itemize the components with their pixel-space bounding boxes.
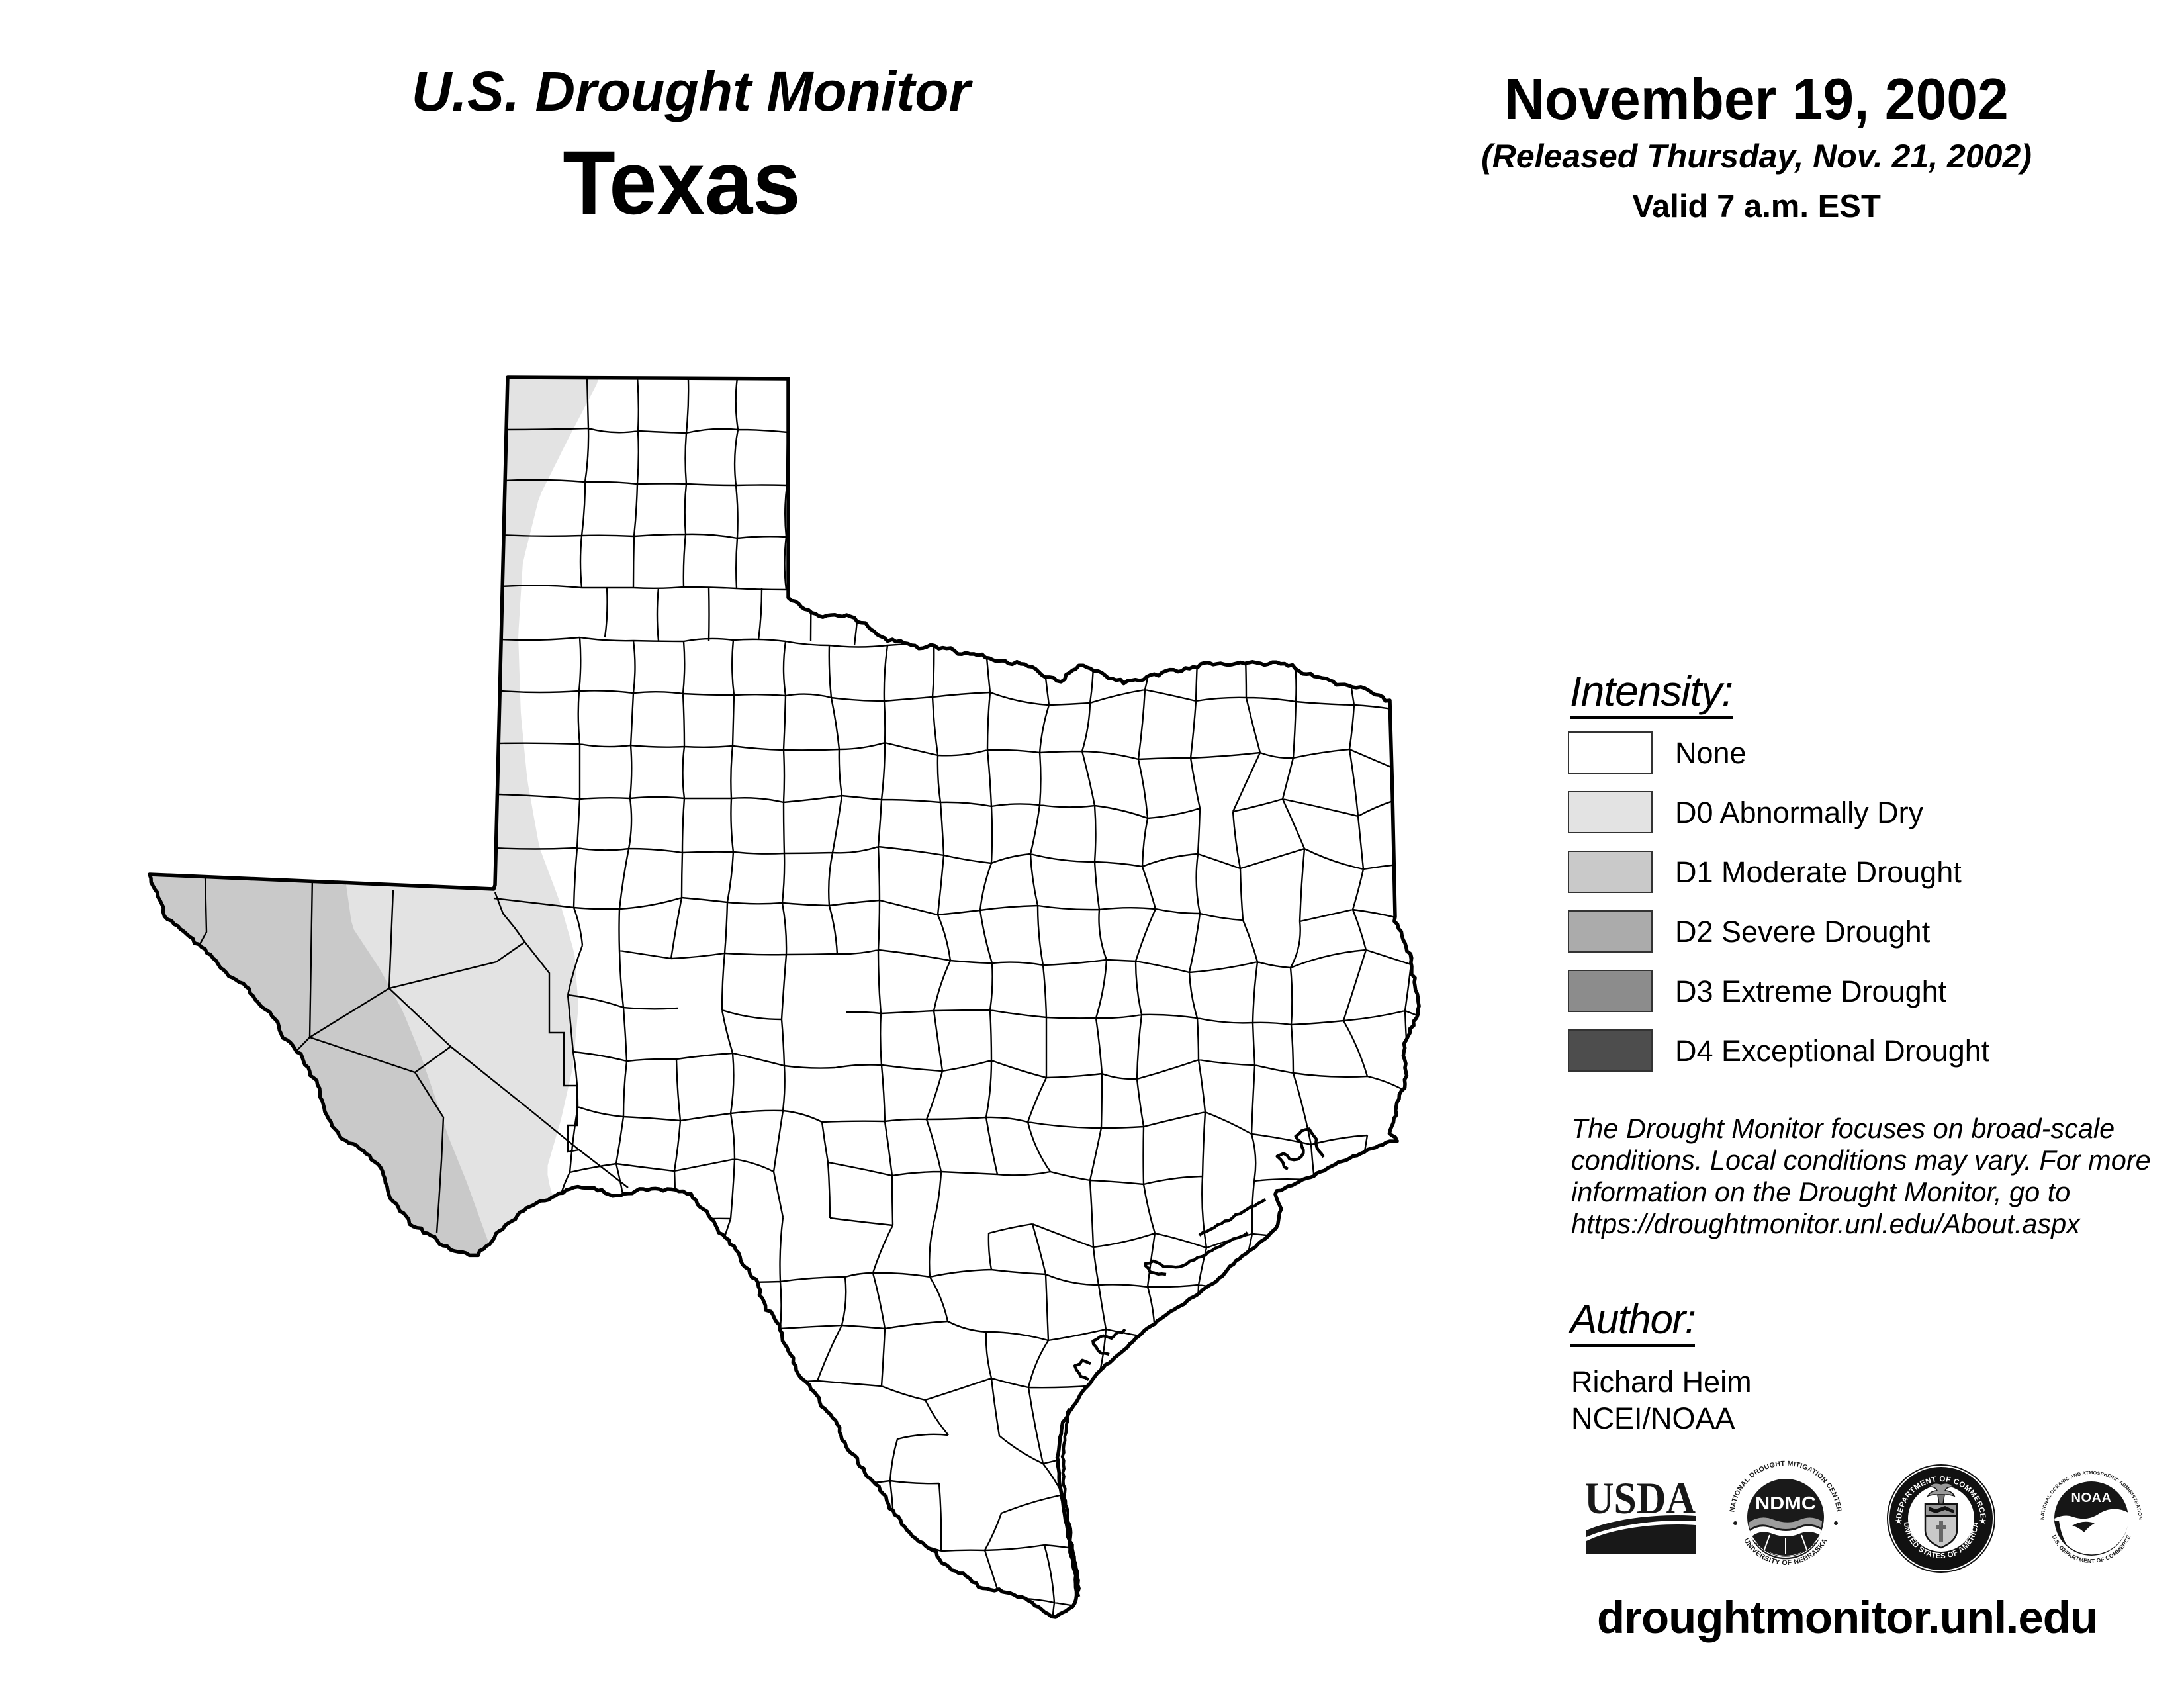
svg-text:★: ★ [1895, 1516, 1903, 1526]
svg-text:NOAA: NOAA [2071, 1491, 2112, 1505]
svg-text:NDMC: NDMC [1755, 1493, 1816, 1513]
svg-text:★: ★ [1979, 1516, 1987, 1526]
